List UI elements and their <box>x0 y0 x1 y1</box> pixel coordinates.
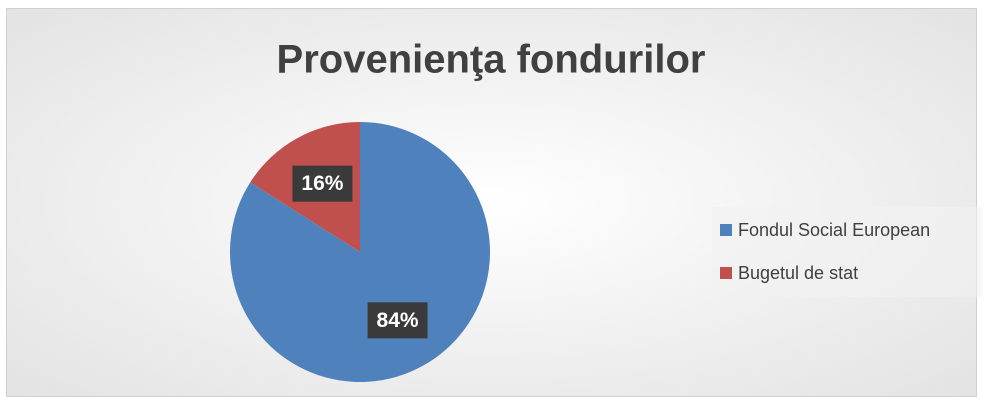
legend <box>712 207 982 297</box>
chart-area <box>6 8 977 397</box>
legend-swatch <box>720 224 732 236</box>
chart-title: Provenienţa fondurilor <box>277 38 706 82</box>
data-label-box <box>367 302 428 339</box>
data-label-box <box>292 165 353 202</box>
legend-label: Bugetul de stat <box>738 263 858 283</box>
data-label: 84% <box>377 309 419 332</box>
legend-label: Fondul Social European <box>738 220 930 240</box>
data-label: 16% <box>301 172 343 195</box>
legend-swatch <box>720 267 732 279</box>
